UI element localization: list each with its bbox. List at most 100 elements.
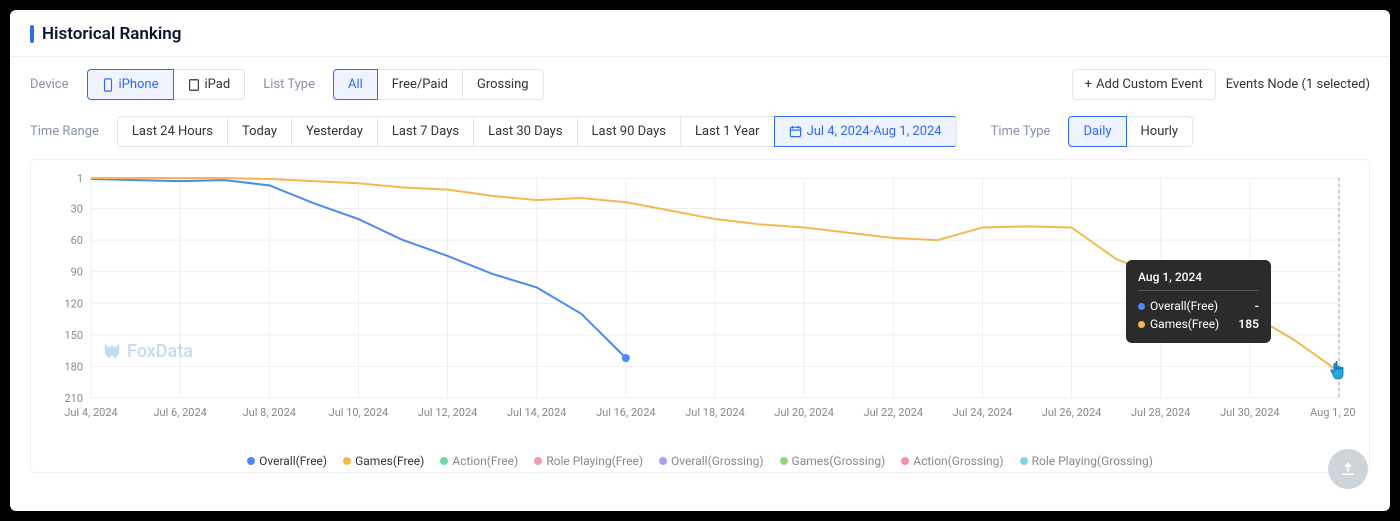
svg-text:Jul 24, 2024: Jul 24, 2024 bbox=[953, 406, 1013, 419]
svg-text:90: 90 bbox=[71, 266, 83, 279]
timerange-group-custom-label: Jul 4, 2024-Aug 1, 2024 bbox=[807, 124, 942, 139]
panel-header: Historical Ranking bbox=[10, 10, 1390, 57]
legend-item[interactable]: Overall(Free) bbox=[247, 454, 327, 468]
calendar-icon bbox=[789, 125, 802, 138]
legend-item[interactable]: Overall(Grossing) bbox=[659, 454, 763, 468]
legend-label: Action(Free) bbox=[452, 454, 518, 468]
add-custom-event-button[interactable]: + Add Custom Event bbox=[1072, 69, 1216, 100]
legend-dot bbox=[440, 457, 448, 465]
legend-item[interactable]: Games(Grossing) bbox=[780, 454, 886, 468]
svg-text:Jul 12, 2024: Jul 12, 2024 bbox=[418, 406, 478, 419]
timerange-group: Last 24 Hours Today Yesterday Last 7 Days La… bbox=[117, 116, 957, 147]
svg-text:Jul 18, 2024: Jul 18, 2024 bbox=[685, 406, 745, 419]
panel-title: Historical Ranking bbox=[42, 24, 181, 44]
timetype-label: Time Type bbox=[991, 124, 1051, 139]
upload-icon bbox=[1339, 460, 1357, 478]
timerange-group-1y-label: Last 1 Year bbox=[695, 124, 760, 139]
legend-label: Overall(Grossing) bbox=[671, 454, 763, 468]
timerange-group-30d-button[interactable]: Last 30 Days bbox=[473, 116, 576, 147]
listtype-group-grossing-label: Grossing bbox=[477, 77, 529, 92]
legend-dot bbox=[1020, 457, 1028, 465]
timerange-group-24h-button[interactable]: Last 24 Hours bbox=[117, 116, 227, 147]
listtype-toggle-group: All Free/Paid Grossing bbox=[333, 69, 544, 100]
legend-dot bbox=[343, 457, 351, 465]
timerange-group-today-label: Today bbox=[242, 124, 277, 139]
historical-ranking-panel: Historical Ranking Device iPhone iPad Lis… bbox=[10, 10, 1390, 511]
legend-label: Games(Free) bbox=[355, 454, 424, 468]
device-group-ipad-button[interactable]: iPad bbox=[174, 69, 246, 100]
timerange-group-yesterday-button[interactable]: Yesterday bbox=[291, 116, 377, 147]
timetype-group-hourly-label: Hourly bbox=[1141, 124, 1179, 139]
add-custom-event-label: Add Custom Event bbox=[1096, 77, 1203, 92]
timerange-group-30d-label: Last 30 Days bbox=[488, 124, 562, 139]
legend-dot bbox=[901, 457, 909, 465]
svg-text:Jul 28, 2024: Jul 28, 2024 bbox=[1131, 406, 1191, 419]
svg-text:Aug 1, 2024: Aug 1, 2024 bbox=[1310, 406, 1355, 419]
timerange-group-today-button[interactable]: Today bbox=[227, 116, 291, 147]
legend-item[interactable]: Role Playing(Free) bbox=[534, 454, 643, 468]
listtype-group-grossing-button[interactable]: Grossing bbox=[462, 69, 544, 100]
timetype-group: Daily Hourly bbox=[1068, 116, 1193, 147]
ranking-line-chart[interactable]: 1 30 60 90 120 150 180 210Jul 4, 2024 Jul 6, 202… bbox=[39, 168, 1355, 448]
chart-container: 1 30 60 90 120 150 180 210Jul 4, 2024 Jul 6, 202… bbox=[30, 159, 1370, 473]
events-node-link[interactable]: Events Node (1 selected) bbox=[1226, 77, 1370, 92]
legend-label: Overall(Free) bbox=[259, 454, 327, 468]
controls-row-2: Time Range Last 24 HoursTodayYesterdayLa… bbox=[10, 112, 1390, 159]
legend-dot bbox=[534, 457, 542, 465]
svg-text:Jul 16, 2024: Jul 16, 2024 bbox=[596, 406, 656, 419]
timerange-group-7d-label: Last 7 Days bbox=[392, 124, 459, 139]
device-label: Device bbox=[30, 77, 69, 92]
chart-legend: Overall(Free) Games(Free) Action(Free) Role… bbox=[39, 448, 1361, 470]
legend-item[interactable]: Action(Free) bbox=[440, 454, 518, 468]
svg-text:Jul 8, 2024: Jul 8, 2024 bbox=[243, 406, 296, 419]
legend-item[interactable]: Role Playing(Grossing) bbox=[1020, 454, 1153, 468]
upload-fab-button[interactable] bbox=[1328, 449, 1368, 489]
legend-dot bbox=[780, 457, 788, 465]
device-toggle-group: iPhone iPad bbox=[87, 69, 246, 100]
device-group-iphone-button[interactable]: iPhone bbox=[87, 69, 174, 100]
legend-item[interactable]: Games(Free) bbox=[343, 454, 424, 468]
legend-item[interactable]: Action(Grossing) bbox=[901, 454, 1003, 468]
timerange-group-90d-button[interactable]: Last 90 Days bbox=[577, 116, 680, 147]
svg-text:150: 150 bbox=[64, 329, 83, 342]
legend-dot bbox=[247, 457, 255, 465]
svg-text:210: 210 bbox=[64, 392, 83, 405]
title-accent-bar bbox=[30, 25, 34, 43]
timerange-group-yesterday-label: Yesterday bbox=[306, 124, 363, 139]
timerange-group-90d-label: Last 90 Days bbox=[592, 124, 666, 139]
listtype-group-freepaid-button[interactable]: Free/Paid bbox=[378, 69, 462, 100]
svg-text:Jul 6, 2024: Jul 6, 2024 bbox=[153, 406, 206, 419]
svg-text:120: 120 bbox=[64, 297, 83, 310]
ipad-icon bbox=[188, 78, 200, 92]
svg-text:Jul 14, 2024: Jul 14, 2024 bbox=[507, 406, 567, 419]
timerange-group-1y-button[interactable]: Last 1 Year bbox=[680, 116, 774, 147]
legend-label: Games(Grossing) bbox=[792, 454, 886, 468]
svg-text:Jul 4, 2024: Jul 4, 2024 bbox=[64, 406, 117, 419]
legend-dot bbox=[659, 457, 667, 465]
timerange-label: Time Range bbox=[30, 124, 99, 139]
timetype-group-daily-button[interactable]: Daily bbox=[1068, 116, 1126, 147]
timetype-group-hourly-button[interactable]: Hourly bbox=[1127, 116, 1194, 147]
listtype-group-all-button[interactable]: All bbox=[333, 69, 378, 100]
listtype-label: List Type bbox=[263, 77, 315, 92]
timerange-group-7d-button[interactable]: Last 7 Days bbox=[377, 116, 473, 147]
timerange-group-24h-label: Last 24 Hours bbox=[132, 124, 213, 139]
controls-row-1: Device iPhone iPad List Type All Free/Paid… bbox=[10, 57, 1390, 112]
listtype-group-freepaid-label: Free/Paid bbox=[392, 77, 448, 92]
listtype-group-all-label: All bbox=[348, 77, 363, 92]
timerange-group-custom-button[interactable]: Jul 4, 2024-Aug 1, 2024 bbox=[774, 116, 957, 147]
legend-label: Action(Grossing) bbox=[913, 454, 1003, 468]
svg-text:30: 30 bbox=[71, 203, 83, 216]
svg-text:60: 60 bbox=[71, 234, 83, 247]
svg-text:Jul 22, 2024: Jul 22, 2024 bbox=[864, 406, 924, 419]
timetype-group-daily-label: Daily bbox=[1083, 124, 1111, 139]
cursor-pointer-icon bbox=[1329, 360, 1349, 387]
iphone-icon bbox=[102, 78, 114, 92]
svg-text:Jul 10, 2024: Jul 10, 2024 bbox=[329, 406, 389, 419]
svg-text:Jul 26, 2024: Jul 26, 2024 bbox=[1042, 406, 1102, 419]
svg-text:1: 1 bbox=[77, 172, 83, 185]
svg-text:Jul 30, 2024: Jul 30, 2024 bbox=[1220, 406, 1280, 419]
plus-icon: + bbox=[1085, 77, 1092, 92]
svg-text:180: 180 bbox=[64, 360, 83, 373]
device-group-iphone-label: iPhone bbox=[119, 77, 159, 92]
